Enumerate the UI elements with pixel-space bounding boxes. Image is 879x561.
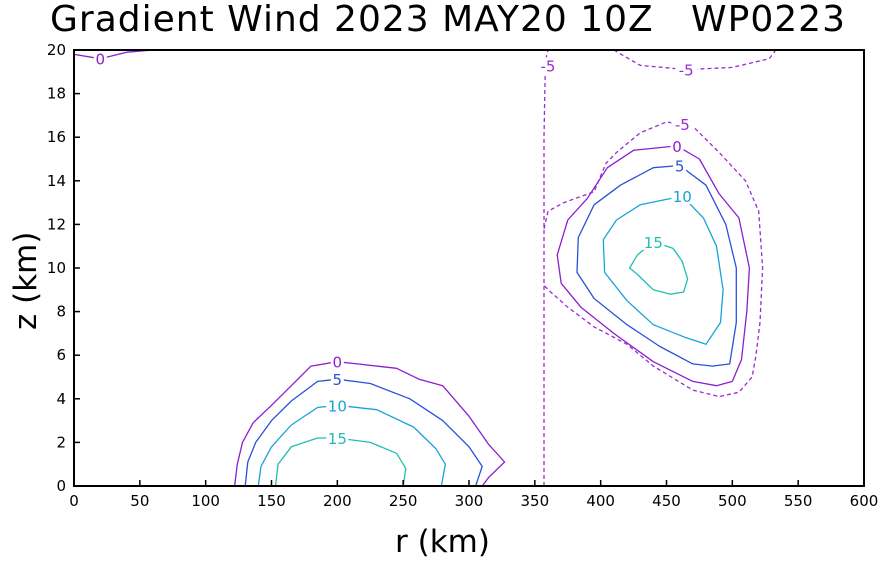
contour-label-10: 10 xyxy=(673,188,692,206)
x-tick-label: 150 xyxy=(257,492,286,510)
y-tick-label: 2 xyxy=(56,433,66,451)
contour-label-5: 5 xyxy=(333,371,343,389)
y-tick-label: 20 xyxy=(47,41,66,59)
y-axis-label: z (km) xyxy=(8,231,44,330)
x-tick-label: 200 xyxy=(323,492,352,510)
contour-line-10-10 xyxy=(602,195,724,345)
contour-label-bg xyxy=(93,50,107,67)
x-tick-label: 50 xyxy=(130,492,149,510)
contour-line-15-11 xyxy=(628,241,689,295)
contour-label-bg xyxy=(673,157,687,174)
y-tick-label: 14 xyxy=(47,172,66,190)
y-tick-label: 16 xyxy=(47,128,66,146)
y-tick-label: 10 xyxy=(47,259,66,277)
x-tick-label: 350 xyxy=(521,492,550,510)
x-tick-label: 600 xyxy=(850,492,879,510)
y-tick-label: 6 xyxy=(56,346,66,364)
x-tick-label: 250 xyxy=(389,492,418,510)
contour-label-0: 0 xyxy=(333,354,343,372)
contour-line--5-6 xyxy=(613,49,777,71)
contour-label-bg xyxy=(671,188,694,205)
y-tick-label: 12 xyxy=(47,215,66,233)
x-tick-label: 500 xyxy=(718,492,747,510)
contour-label-0: 0 xyxy=(96,51,106,69)
y-tick-label: 8 xyxy=(56,303,66,321)
x-axis-ticks: 0 50 100 150 200 250 300 350 400 450 500 550 600 xyxy=(69,480,878,510)
chart-title: Gradient Wind 2023 MAY20 10Z WP0223 xyxy=(50,0,846,40)
contour-label-5: 5 xyxy=(675,158,685,176)
contour-lines xyxy=(73,49,777,487)
contour-label-bg xyxy=(326,397,349,414)
contour-label-0: 0 xyxy=(672,138,682,156)
contour-label-bg xyxy=(330,353,344,370)
plot-frame xyxy=(73,49,865,487)
x-tick-label: 550 xyxy=(784,492,813,510)
contour-label-10: 10 xyxy=(328,397,347,415)
contour-label-bg xyxy=(675,61,698,78)
contour-label-15: 15 xyxy=(328,430,347,448)
contour-line--5-7 xyxy=(543,121,764,398)
y-tick-label: 0 xyxy=(56,477,66,495)
contour-line-0-1 xyxy=(233,361,506,487)
contour-line--5-5 xyxy=(543,49,549,486)
x-tick-label: 400 xyxy=(586,492,615,510)
y-tick-label: 18 xyxy=(47,85,66,103)
x-tick-label: 300 xyxy=(455,492,484,510)
contour-label--5: -5 xyxy=(679,62,694,80)
contour-line-5-9 xyxy=(576,164,737,367)
y-tick-label: 4 xyxy=(56,390,66,408)
x-axis-label: r (km) xyxy=(395,524,490,560)
contour-label-bg xyxy=(326,430,349,447)
contour-label-bg xyxy=(671,116,694,133)
contour-line-10-3 xyxy=(257,404,446,487)
contour-line-0-0 xyxy=(73,49,154,60)
contour-label-bg xyxy=(537,57,559,74)
contour-label--5: -5 xyxy=(675,116,690,134)
contour-label-bg xyxy=(642,233,665,250)
contour-label-15: 15 xyxy=(644,234,663,252)
x-tick-label: 100 xyxy=(191,492,220,510)
y-axis-ticks: 0 2 4 6 8 10 12 14 16 18 20 xyxy=(47,41,80,495)
contour-line-5-2 xyxy=(244,378,483,487)
contour-label-bg xyxy=(670,137,684,154)
contour-label-bg xyxy=(330,371,344,388)
contour-line-0-8 xyxy=(556,145,751,387)
x-tick-label: 0 xyxy=(69,492,79,510)
contour-label--5: -5 xyxy=(541,57,556,75)
x-tick-label: 450 xyxy=(652,492,681,510)
